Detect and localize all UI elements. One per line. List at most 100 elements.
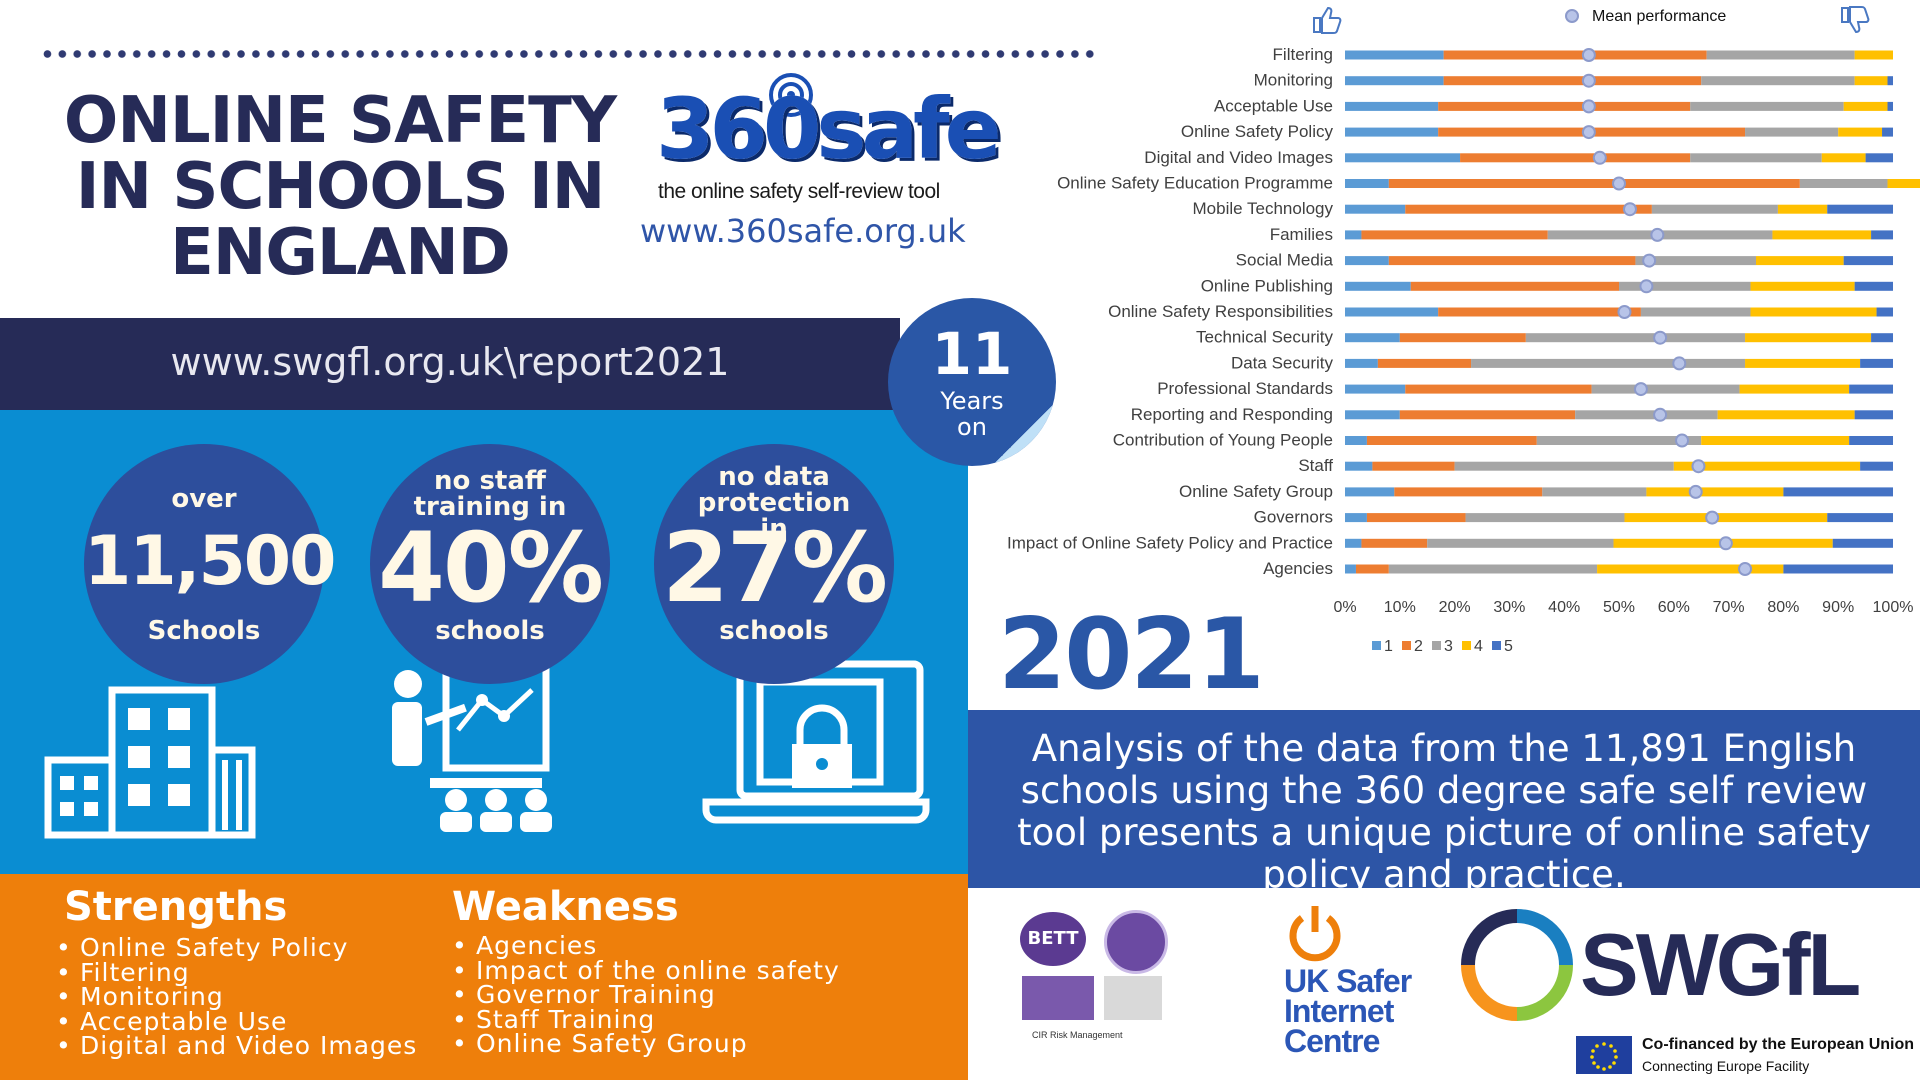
bar-segment — [1345, 76, 1444, 86]
bar-segment — [1756, 256, 1844, 266]
mean-legend-marker — [1565, 9, 1579, 23]
bar-segment — [1887, 101, 1893, 111]
eu-flag-icon — [1576, 1036, 1632, 1074]
uk-safer-internet-centre-logo: UK Safer Internet Centre — [1282, 904, 1442, 1064]
mean-marker — [1633, 382, 1648, 397]
category-label: Digital and Video Images — [1144, 148, 1333, 167]
bar-segment — [1427, 538, 1614, 548]
category-label: Acceptable Use — [1214, 96, 1333, 115]
bar-segment — [1345, 281, 1411, 291]
bar-segment — [1843, 101, 1888, 111]
list-item: Acceptable Use — [56, 1009, 417, 1035]
eu-line2: Connecting Europe Facility — [1642, 1058, 1810, 1074]
mean-marker — [1705, 510, 1720, 525]
bar-segment — [1410, 281, 1619, 291]
bar-segment — [1345, 410, 1400, 420]
bar-segment — [1772, 230, 1872, 240]
main-title: ONLINE SAFETY IN SCHOOLS IN ENGLAND — [40, 88, 640, 286]
bar-segment — [1345, 307, 1439, 317]
laptop-lock-icon — [702, 660, 930, 824]
bar-segment — [1777, 204, 1828, 214]
bar-segment — [1854, 50, 1893, 60]
performance-chart: Filtering Monitoring Acceptable Use Online … — [1007, 6, 1920, 655]
mean-marker — [1653, 330, 1668, 345]
mean-marker — [1650, 227, 1665, 242]
bar-segment — [1443, 76, 1702, 86]
bar-segment — [1821, 153, 1866, 163]
bar-segment — [1860, 461, 1893, 471]
mean-marker — [1592, 150, 1607, 165]
bar-segment — [1345, 487, 1395, 497]
logo-tagline: the online safety self-review tool — [658, 180, 940, 203]
ukfsi-line: UK Safer — [1284, 963, 1412, 999]
eu-cofinance-note: Co-financed by the European Union Connec… — [1576, 1036, 1916, 1076]
category-label: Governors — [1254, 508, 1333, 527]
bar-segment — [1345, 101, 1439, 111]
list-item: Monitoring — [56, 984, 417, 1010]
mean-marker — [1639, 279, 1654, 294]
stat-bottom: schools — [719, 616, 829, 646]
bar-segment — [1377, 358, 1472, 368]
bar-segment — [1345, 230, 1362, 240]
building-icon — [44, 686, 256, 839]
bar-segment — [1591, 384, 1740, 394]
category-label: Online Safety Policy — [1181, 122, 1334, 141]
list-item: Agencies — [452, 933, 840, 959]
bar-segment — [1865, 153, 1893, 163]
bar-segment — [1646, 487, 1784, 497]
logo-url-link[interactable]: www.360safe.org.uk — [640, 212, 966, 250]
bar-segment — [1345, 153, 1461, 163]
bar-segment — [1838, 127, 1883, 137]
bar-segment — [1438, 101, 1691, 111]
stat-bottom: schools — [435, 616, 545, 646]
title-line: ENGLAND — [170, 216, 511, 290]
bar-segment — [1635, 256, 1756, 266]
category-label: Social Media — [1236, 251, 1334, 270]
legend-swatch — [1432, 641, 1441, 650]
bar-segment — [1345, 127, 1439, 137]
category-label: Agencies — [1263, 559, 1333, 578]
bar-segment — [1345, 358, 1378, 368]
stat-value: 11,500 — [84, 522, 336, 601]
bar-segment — [1345, 513, 1367, 523]
category-label: Online Safety Group — [1179, 482, 1333, 501]
report-url-link[interactable]: www.swgfl.org.uk\report2021 — [170, 340, 730, 384]
bar-segment — [1843, 256, 1893, 266]
award-badge — [1022, 976, 1094, 1020]
bar-segment — [1345, 50, 1444, 60]
mean-marker — [1612, 176, 1626, 191]
category-label: Filtering — [1273, 45, 1333, 64]
mean-marker — [1653, 407, 1668, 422]
logo-360safe: 360safe the online safety self-review to… — [650, 72, 1002, 212]
legend-label: 2 — [1414, 638, 1423, 655]
swgfl-logo: SWGfL — [1460, 904, 1920, 1024]
category-label: Monitoring — [1254, 71, 1333, 90]
bar-segment — [1471, 358, 1746, 368]
dotted-divider — [40, 50, 1100, 58]
bar-segment — [1827, 204, 1893, 214]
bar-segment — [1701, 436, 1850, 445]
bar-segment — [1854, 410, 1893, 420]
years-badge: 11 Years on — [888, 298, 1056, 466]
bar-segment — [1739, 384, 1850, 394]
bar-segment — [1345, 564, 1356, 574]
mean-marker — [1581, 125, 1596, 140]
x-tick-label: 0% — [1333, 599, 1356, 616]
bar-segment — [1640, 307, 1751, 317]
report-url-bar: www.swgfl.org.uk\report2021 — [0, 318, 900, 410]
bar-segment — [1832, 538, 1893, 548]
category-label: Contribution of Young People — [1113, 431, 1333, 450]
stat-top: over — [171, 484, 237, 514]
swgfl-ring-icon — [1461, 909, 1573, 1021]
bar-segment — [1575, 410, 1718, 420]
bar-segment — [1345, 256, 1389, 266]
bar-segment — [1355, 564, 1389, 574]
category-label: Data Security — [1231, 353, 1334, 372]
bar-segment — [1690, 153, 1822, 163]
analysis-box: Analysis of the data from the 11,891 Eng… — [968, 710, 1920, 896]
bar-segment — [1745, 333, 1872, 343]
stat-schools-circle: over 11,500 Schools — [84, 444, 336, 684]
x-tick-label: 100% — [1873, 599, 1914, 616]
bar-segment — [1887, 76, 1893, 86]
bar-segment — [1345, 461, 1373, 471]
